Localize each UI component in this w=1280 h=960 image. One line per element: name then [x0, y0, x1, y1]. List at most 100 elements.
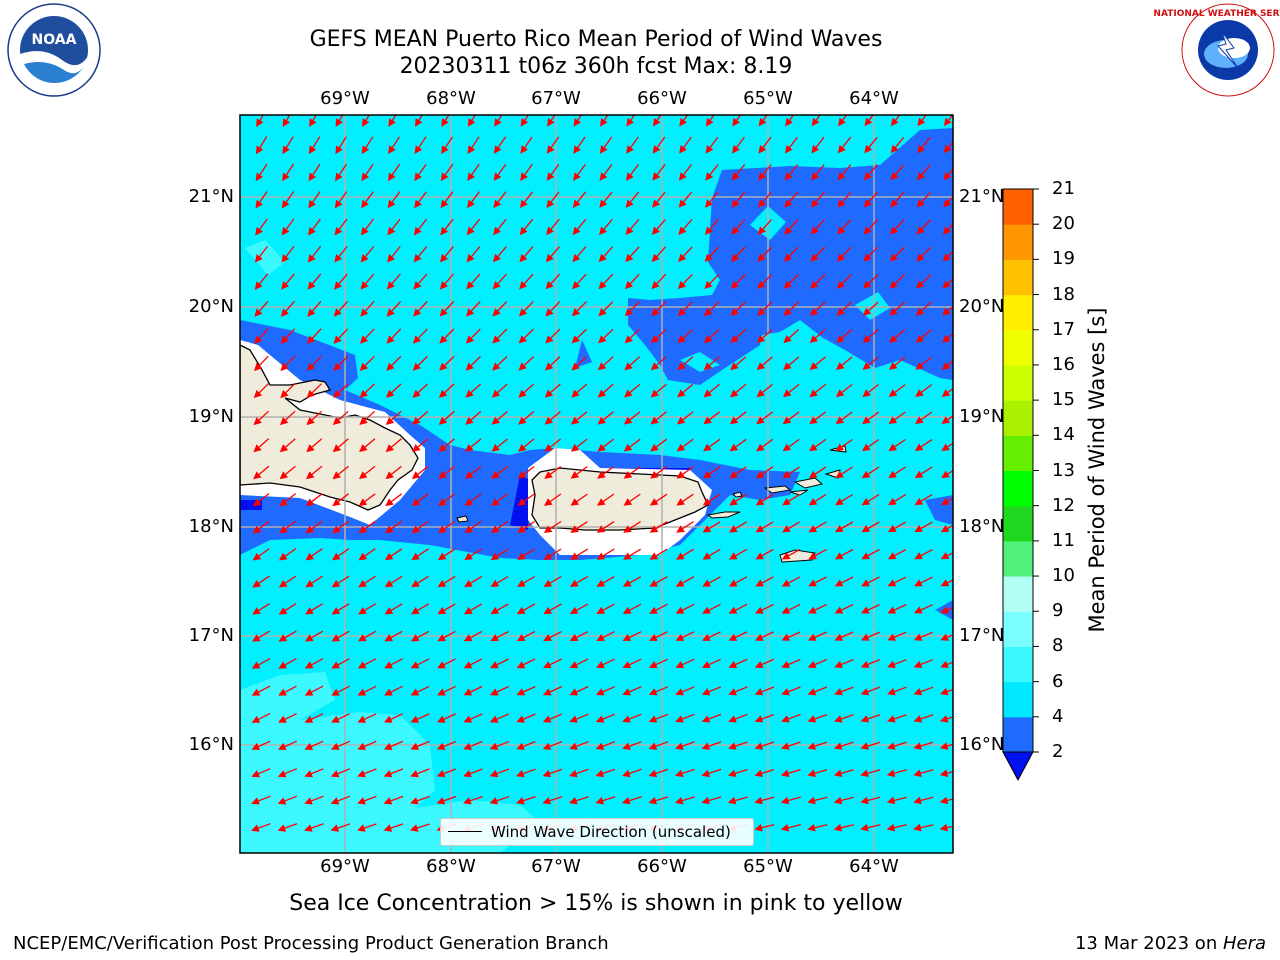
colorbar-tick-8: 8	[1052, 635, 1064, 657]
wave-arrow	[277, 768, 298, 778]
wave-arrow	[569, 741, 589, 750]
wave-arrow	[754, 658, 775, 669]
wave-arrow	[941, 415, 953, 424]
wave-arrow	[543, 658, 562, 669]
wave-arrow	[596, 631, 615, 641]
wave-arrow	[463, 740, 483, 750]
wave-arrow	[308, 191, 321, 209]
wave-arrow	[915, 411, 933, 425]
wave-arrow	[569, 686, 589, 696]
wave-arrow	[357, 823, 377, 832]
wave-arrow	[939, 742, 953, 750]
wave-arrow	[544, 356, 561, 371]
wave-arrow	[305, 465, 323, 480]
wave-arrow	[252, 575, 270, 588]
machine-name: Hera	[1222, 933, 1266, 954]
wave-arrow	[596, 658, 615, 669]
wave-arrow	[569, 658, 589, 669]
wave-arrow	[702, 493, 721, 506]
wave-arrow	[916, 246, 932, 262]
lon-tick-bottom-0: 69°W	[320, 856, 370, 877]
wave-arrow	[572, 273, 587, 290]
wave-arrow	[834, 686, 854, 696]
wave-arrow	[623, 466, 641, 479]
wave-arrow	[940, 687, 953, 696]
wave-arrow	[386, 273, 401, 290]
wave-arrow	[332, 520, 350, 534]
wave-arrow	[861, 604, 880, 614]
wave-arrow	[545, 328, 561, 344]
colorbar-tick-19: 19	[1052, 248, 1075, 270]
wave-arrow	[357, 685, 377, 696]
wave-arrow	[358, 548, 376, 561]
wave-arrow	[704, 301, 720, 317]
wave-arrow	[701, 768, 722, 778]
wave-arrow	[756, 328, 773, 344]
wave-arrow	[463, 795, 483, 805]
wave-arrow	[595, 796, 616, 805]
wave-arrow	[652, 164, 666, 181]
run-date-text: 13 Mar 2023 on	[1074, 933, 1223, 954]
wave-arrow	[809, 383, 827, 398]
wave-arrow	[595, 686, 615, 696]
wave-arrow	[518, 383, 535, 398]
wave-arrow	[836, 274, 852, 289]
wave-arrow	[863, 191, 878, 208]
wave-arrow	[387, 246, 401, 263]
wave-arrow	[440, 163, 454, 182]
wave-arrow	[304, 823, 324, 832]
wave-arrow	[837, 191, 852, 208]
wave-arrow	[492, 301, 508, 317]
wave-arrow	[887, 659, 907, 669]
wave-arrow	[834, 548, 854, 560]
wave-arrow	[626, 115, 636, 127]
colorbar-segment	[1003, 435, 1033, 471]
wave-arrow	[570, 521, 588, 533]
wave-arrow	[676, 493, 694, 506]
colorbar-tick-13: 13	[1052, 459, 1075, 481]
map-title: GEFS MEAN Puerto Rico Mean Period of Win…	[309, 27, 883, 52]
wave-arrow	[520, 163, 533, 182]
wave-arrow	[251, 713, 271, 723]
lon-tick-top-3: 66°W	[637, 88, 687, 109]
wave-arrow	[623, 521, 641, 533]
wave-arrow	[544, 465, 562, 479]
wave-arrow	[599, 164, 613, 181]
lon-tick-top-0: 69°W	[320, 88, 370, 109]
wave-arrow	[835, 493, 854, 506]
wave-arrow	[833, 823, 854, 832]
wave-arrow	[890, 191, 905, 208]
wave-arrow	[595, 768, 616, 778]
wave-arrow	[251, 685, 271, 696]
wave-arrow	[754, 631, 774, 641]
wave-arrow	[543, 603, 562, 615]
colorbar-segment	[1003, 400, 1033, 436]
wave-arrow	[807, 658, 828, 669]
wave-arrow	[357, 630, 377, 642]
wave-arrow	[304, 685, 324, 696]
wave-arrow	[807, 741, 828, 750]
wave-arrow	[701, 741, 722, 750]
wave-arrow	[782, 521, 801, 533]
wave-arrow	[887, 576, 907, 587]
wave-arrow	[492, 356, 508, 371]
wave-arrow	[834, 658, 854, 669]
wave-arrow	[570, 493, 588, 506]
wave-arrow	[914, 521, 933, 533]
wave-arrow	[414, 115, 424, 127]
wave-arrow	[543, 493, 562, 506]
wave-arrow	[861, 576, 880, 587]
wave-arrow	[650, 328, 667, 344]
colorbar-segment	[1003, 364, 1033, 401]
wave-arrow	[626, 136, 639, 154]
wave-arrow	[810, 191, 825, 208]
wave-arrow	[598, 273, 614, 290]
wave-arrow	[781, 603, 801, 614]
wave-arrow	[597, 356, 614, 371]
wave-arrow	[758, 136, 772, 154]
wave-arrow	[386, 300, 402, 317]
wave-arrow	[361, 163, 374, 182]
wave-arrow	[253, 438, 270, 453]
wave-arrow	[385, 493, 403, 507]
wave-arrow	[410, 630, 430, 642]
